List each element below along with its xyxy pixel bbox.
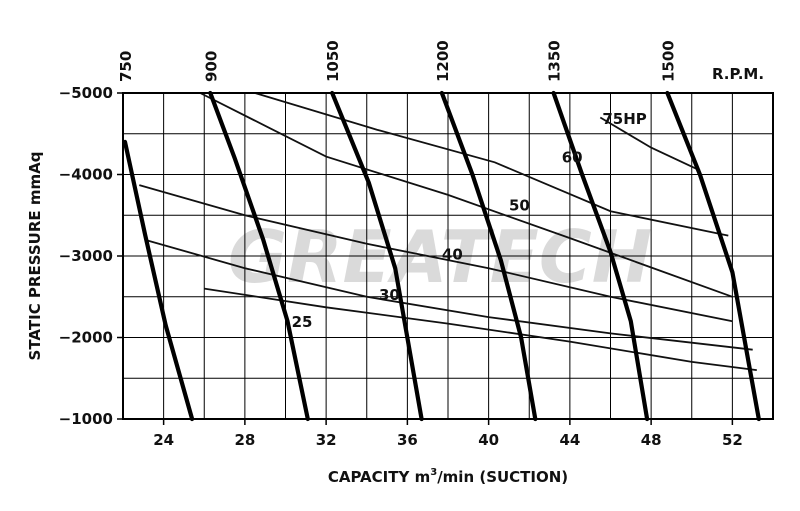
rpm-curve-900 (208, 90, 310, 422)
label-layer: 24 28 32 36 40 44 48 52 −1000 −2000 −3000 −4000 −500… (59, 40, 743, 449)
x-axis-title: CAPACITY m3/min (SUCTION) (328, 467, 568, 486)
hp-label-30: 30 (379, 286, 400, 304)
rpm-label-900: 900 (202, 51, 220, 82)
hp-label-75hp: 75HP (602, 110, 646, 128)
rpm-label-1050: 1050 (324, 40, 342, 82)
y-tick-label: −5000 (59, 84, 113, 102)
x-tick-label: 48 (641, 431, 662, 449)
rpm-unit-label: R.P.M. (712, 65, 764, 83)
hp-label-25: 25 (292, 313, 313, 331)
y-tick-label: −4000 (59, 166, 113, 184)
hp-curve-50 (199, 92, 733, 298)
rpm-curve-1500 (665, 90, 761, 422)
x-axis-title-suffix: /min (SUCTION) (437, 468, 568, 486)
grid-layer (117, 92, 773, 425)
x-tick-label: 40 (478, 431, 499, 449)
rpm-curve-1050 (330, 90, 424, 422)
x-tick-label: 52 (722, 431, 743, 449)
x-tick-label: 24 (153, 431, 174, 449)
rpm-label-1200: 1200 (434, 40, 452, 82)
x-axis-title-prefix: CAPACITY m (328, 468, 430, 486)
rpm-curve-750 (122, 139, 195, 422)
hp-label-40: 40 (442, 245, 463, 263)
x-tick-label: 28 (234, 431, 255, 449)
plot-frame (122, 92, 774, 420)
x-tick-label: 36 (397, 431, 418, 449)
y-tick-label: −1000 (59, 410, 113, 428)
x-tick-label: 32 (316, 431, 337, 449)
y-tick-label: −2000 (59, 329, 113, 347)
x-axis-title-sup: 3 (430, 467, 437, 478)
rpm-label-1350: 1350 (546, 40, 564, 82)
hp-curve-75hp (599, 116, 701, 172)
rpm-label-750: 750 (117, 51, 135, 82)
rpm-label-1500: 1500 (659, 40, 677, 82)
x-tick-label: 44 (559, 431, 580, 449)
rpm-curve-1350 (551, 90, 650, 422)
hp-label-60: 60 (562, 148, 583, 166)
y-axis-title: STATIC PRESSURE mmAq (26, 152, 44, 361)
watermark-text: GREATECH (228, 215, 652, 299)
hp-label-50: 50 (509, 196, 530, 214)
series-layer (122, 90, 761, 422)
rpm-curve-1200 (439, 90, 538, 422)
hp-curve-60 (254, 92, 729, 237)
y-tick-label: −3000 (59, 247, 113, 265)
hp-curve-40 (139, 184, 733, 323)
hp-curve-25 (204, 287, 757, 371)
